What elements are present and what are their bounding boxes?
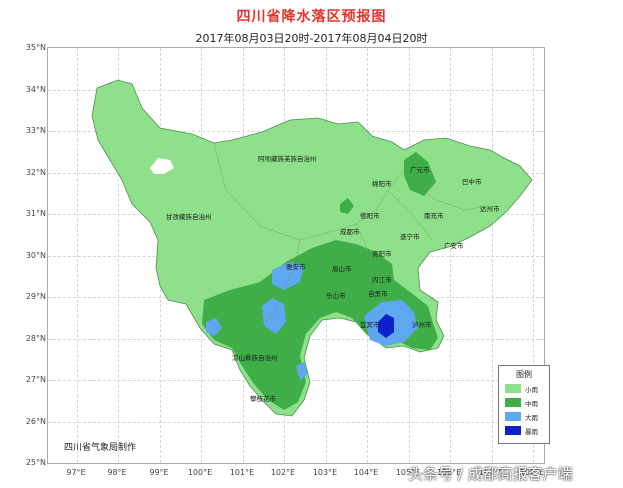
heavy-rain-area xyxy=(262,298,286,334)
lat-label: 30°N xyxy=(25,251,46,260)
moderate-rain-area xyxy=(202,240,438,410)
lon-label: 102°E xyxy=(270,468,296,477)
lat-label: 33°N xyxy=(25,126,46,135)
lat-label: 31°N xyxy=(25,209,46,218)
legend-label: 暴雨 xyxy=(525,428,538,436)
lon-label: 105°E xyxy=(395,468,421,477)
city-label: 乐山市 xyxy=(326,292,346,300)
map-subtitle: 2017年08月03日20时-2017年08月04日20时 xyxy=(195,32,428,45)
legend-swatch xyxy=(505,398,521,407)
city-label: 泸州市 xyxy=(412,321,432,329)
lon-label: 107°E xyxy=(478,468,504,477)
city-label: 广元市 xyxy=(410,166,430,174)
rainstorm-area xyxy=(378,314,394,338)
lat-label: 29°N xyxy=(25,292,46,301)
legend-swatch xyxy=(505,426,521,435)
moderate-rain-area xyxy=(340,198,354,214)
city-label: 达州市 xyxy=(480,205,500,213)
lon-label: 108°E xyxy=(519,468,545,477)
heavy-rain-area xyxy=(296,362,308,380)
watermark: 头条号 / 成都商报客户端 xyxy=(408,465,573,483)
city-label: 绵阳市 xyxy=(372,180,392,188)
lon-label: 104°E xyxy=(353,468,379,477)
heavy-rain-area xyxy=(272,262,304,290)
legend-swatch xyxy=(505,384,521,393)
lon-label: 106°E xyxy=(436,468,462,477)
lat-label: 27°N xyxy=(25,375,46,384)
no-rain-patch xyxy=(150,158,174,174)
lat-label: 25°N xyxy=(25,458,46,467)
city-label: 南充市 xyxy=(424,212,444,220)
city-label: 遂宁市 xyxy=(400,233,420,241)
city-label: 成都市 xyxy=(340,228,360,236)
legend-label: 大雨 xyxy=(525,414,538,422)
lon-label: 103°E xyxy=(312,468,338,477)
city-label: 广安市 xyxy=(444,242,464,250)
lon-label: 99°E xyxy=(149,468,169,477)
city-label: 凉山彝族自治州 xyxy=(232,354,278,362)
moderate-rain-area xyxy=(404,152,436,196)
city-label: 眉山市 xyxy=(332,265,352,273)
city-label: 巴中市 xyxy=(462,178,482,186)
city-label: 自贡市 xyxy=(368,290,388,298)
heavy-rain-area xyxy=(206,318,222,336)
lon-label: 101°E xyxy=(229,468,255,477)
city-label: 德阳市 xyxy=(360,212,380,220)
lon-label: 98°E xyxy=(107,468,127,477)
city-label: 甘孜藏族自治州 xyxy=(166,213,212,221)
city-label: 资阳市 xyxy=(372,250,392,258)
lat-label: 28°N xyxy=(25,334,46,343)
legend-label: 中雨 xyxy=(525,400,538,408)
lon-label: 100°E xyxy=(187,468,213,477)
boundary-lines xyxy=(213,142,489,353)
city-label: 雅安市 xyxy=(286,263,306,271)
lat-label: 26°N xyxy=(25,417,46,426)
map-title: 四川省降水落区预报图 xyxy=(236,9,387,25)
city-label: 内江市 xyxy=(372,276,392,284)
legend-label: 小雨 xyxy=(525,386,538,394)
city-label: 攀枝花市 xyxy=(250,395,276,403)
legend-swatch xyxy=(505,412,521,421)
city-label: 宜宾市 xyxy=(360,321,380,329)
lat-label: 34°N xyxy=(25,85,46,94)
city-label: 阿坝藏族羌族自治州 xyxy=(258,155,317,163)
lat-label: 35°N xyxy=(25,43,46,52)
lat-label: 32°N xyxy=(25,168,46,177)
legend: 图例 小雨 中雨 大雨 暴雨 xyxy=(498,365,550,444)
legend-title: 图例 xyxy=(516,370,532,379)
lon-label: 97°E xyxy=(66,468,86,477)
credit-text: 四川省气象局制作 xyxy=(64,443,137,453)
